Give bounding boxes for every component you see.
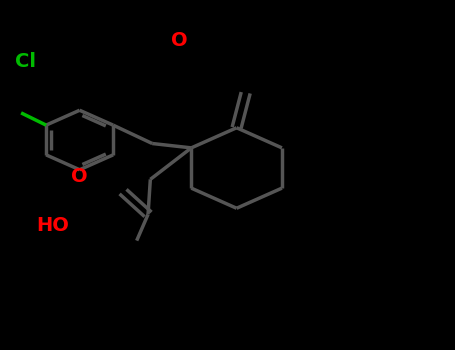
Text: Cl: Cl [15,52,35,71]
Text: O: O [172,31,188,50]
Text: O: O [71,167,88,186]
Text: HO: HO [36,216,69,235]
